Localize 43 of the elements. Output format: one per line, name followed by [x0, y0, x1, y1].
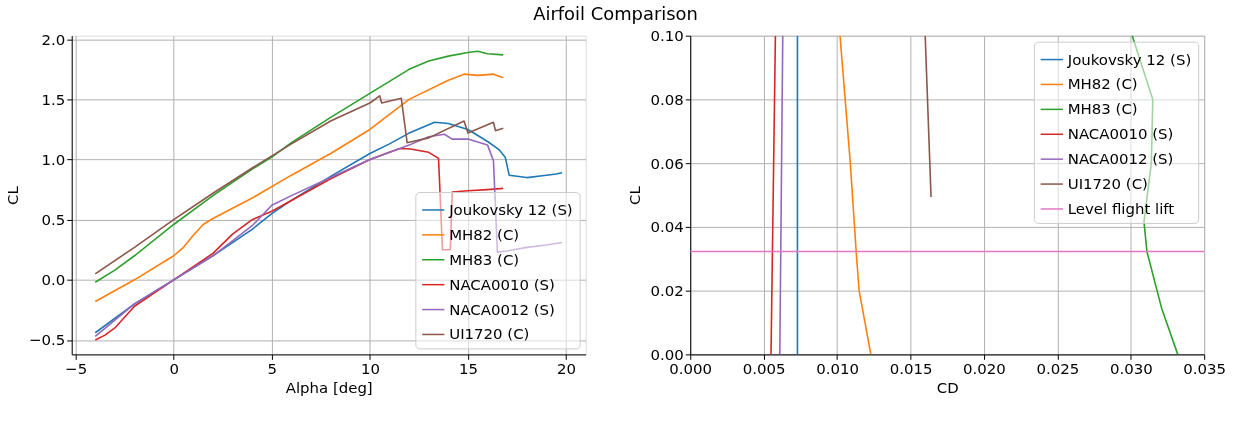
x-tick-label: 0.035	[1183, 359, 1227, 378]
legend-label: MH82 (C)	[1067, 75, 1138, 94]
x-tick-label: −5	[65, 359, 88, 378]
y-tick-label: 1.0	[41, 151, 66, 170]
x-tick-label: 0.020	[963, 359, 1006, 378]
x-tick-label: 0.005	[742, 359, 786, 378]
x-tick-label: 0.010	[816, 359, 859, 378]
x-tick-label: 10	[360, 359, 380, 378]
y-tick-label: 0.5	[41, 211, 66, 230]
x-tick-label: 0	[169, 359, 179, 378]
legend-label: NACA0012 (S)	[449, 300, 555, 319]
legend-label: NACA0012 (S)	[1067, 150, 1174, 169]
x-tick-label: 5	[267, 359, 278, 378]
chart-title: Airfoil Comparison	[533, 3, 698, 25]
legend-label: NACA0010 (S)	[449, 275, 555, 294]
x-tick-label: 0.015	[889, 359, 933, 378]
x-tick-label: 0.025	[1036, 359, 1080, 378]
y-tick-label: 0.08	[650, 90, 684, 109]
legend-label: UI1720 (C)	[449, 325, 530, 344]
legend-label: MH82 (C)	[449, 225, 520, 244]
x-tick-label: 0.030	[1109, 359, 1153, 378]
legend-label: Joukovsky 12 (S)	[1066, 50, 1192, 69]
x-tick-label: 15	[458, 359, 478, 378]
y-tick-label: 0.06	[650, 154, 684, 173]
x-tick-label: 20	[557, 359, 577, 378]
y-tick-label: 0.0	[41, 271, 66, 290]
line-series	[839, 35, 872, 355]
y-tick-label: −0.5	[28, 331, 66, 350]
legend-label: MH83 (C)	[1067, 100, 1138, 119]
legend-label: UI1720 (C)	[1067, 175, 1148, 194]
y-tick-label: 1.5	[41, 90, 66, 109]
legend-label: MH83 (C)	[449, 250, 520, 269]
y-axis-title: CL	[4, 185, 22, 205]
y-tick-label: 0.02	[650, 282, 684, 301]
legend-label: Joukovsky 12 (S)	[448, 200, 573, 219]
legend-label: NACA0010 (S)	[1067, 125, 1174, 144]
y-tick-label: 0.04	[650, 218, 684, 237]
x-axis-title: Alpha [deg]	[285, 378, 373, 397]
y-tick-label: 0.10	[650, 27, 684, 46]
legend-label: Level flight lift	[1067, 199, 1175, 218]
y-axis-title: CL	[625, 185, 644, 205]
y-tick-label: 2.0	[41, 30, 66, 49]
x-axis-title: CD	[936, 378, 959, 397]
